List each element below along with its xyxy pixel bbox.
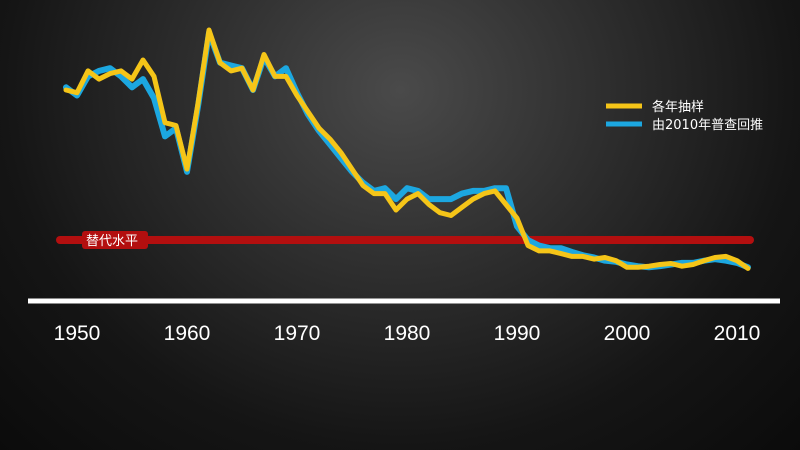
legend-label-census-backcast: 由2010年普查回推 xyxy=(652,118,763,133)
x-tick-label: 1970 xyxy=(274,322,321,345)
series-line-1 xyxy=(63,29,751,271)
series-group xyxy=(63,27,751,271)
replacement-level-label: 替代水平 xyxy=(86,234,138,249)
x-tick-label: 1960 xyxy=(164,322,211,345)
legend-label-yearly-sample: 各年抽样 xyxy=(652,99,704,115)
reference-line-group: 替代水平 xyxy=(56,231,754,249)
legend: 各年抽样 由2010年普查回推 xyxy=(606,99,763,133)
x-tick-label: 2000 xyxy=(604,322,651,345)
x-tick-label: 1990 xyxy=(494,322,541,345)
x-tick-label: 2010 xyxy=(714,322,761,345)
x-tick-labels: 1950 1960 1970 1980 1990 2000 2010 xyxy=(54,322,761,345)
series-line-0 xyxy=(63,27,751,271)
x-tick-label: 1950 xyxy=(54,322,101,345)
x-tick-label: 1980 xyxy=(384,322,431,345)
replacement-level-label-bg xyxy=(82,231,148,249)
